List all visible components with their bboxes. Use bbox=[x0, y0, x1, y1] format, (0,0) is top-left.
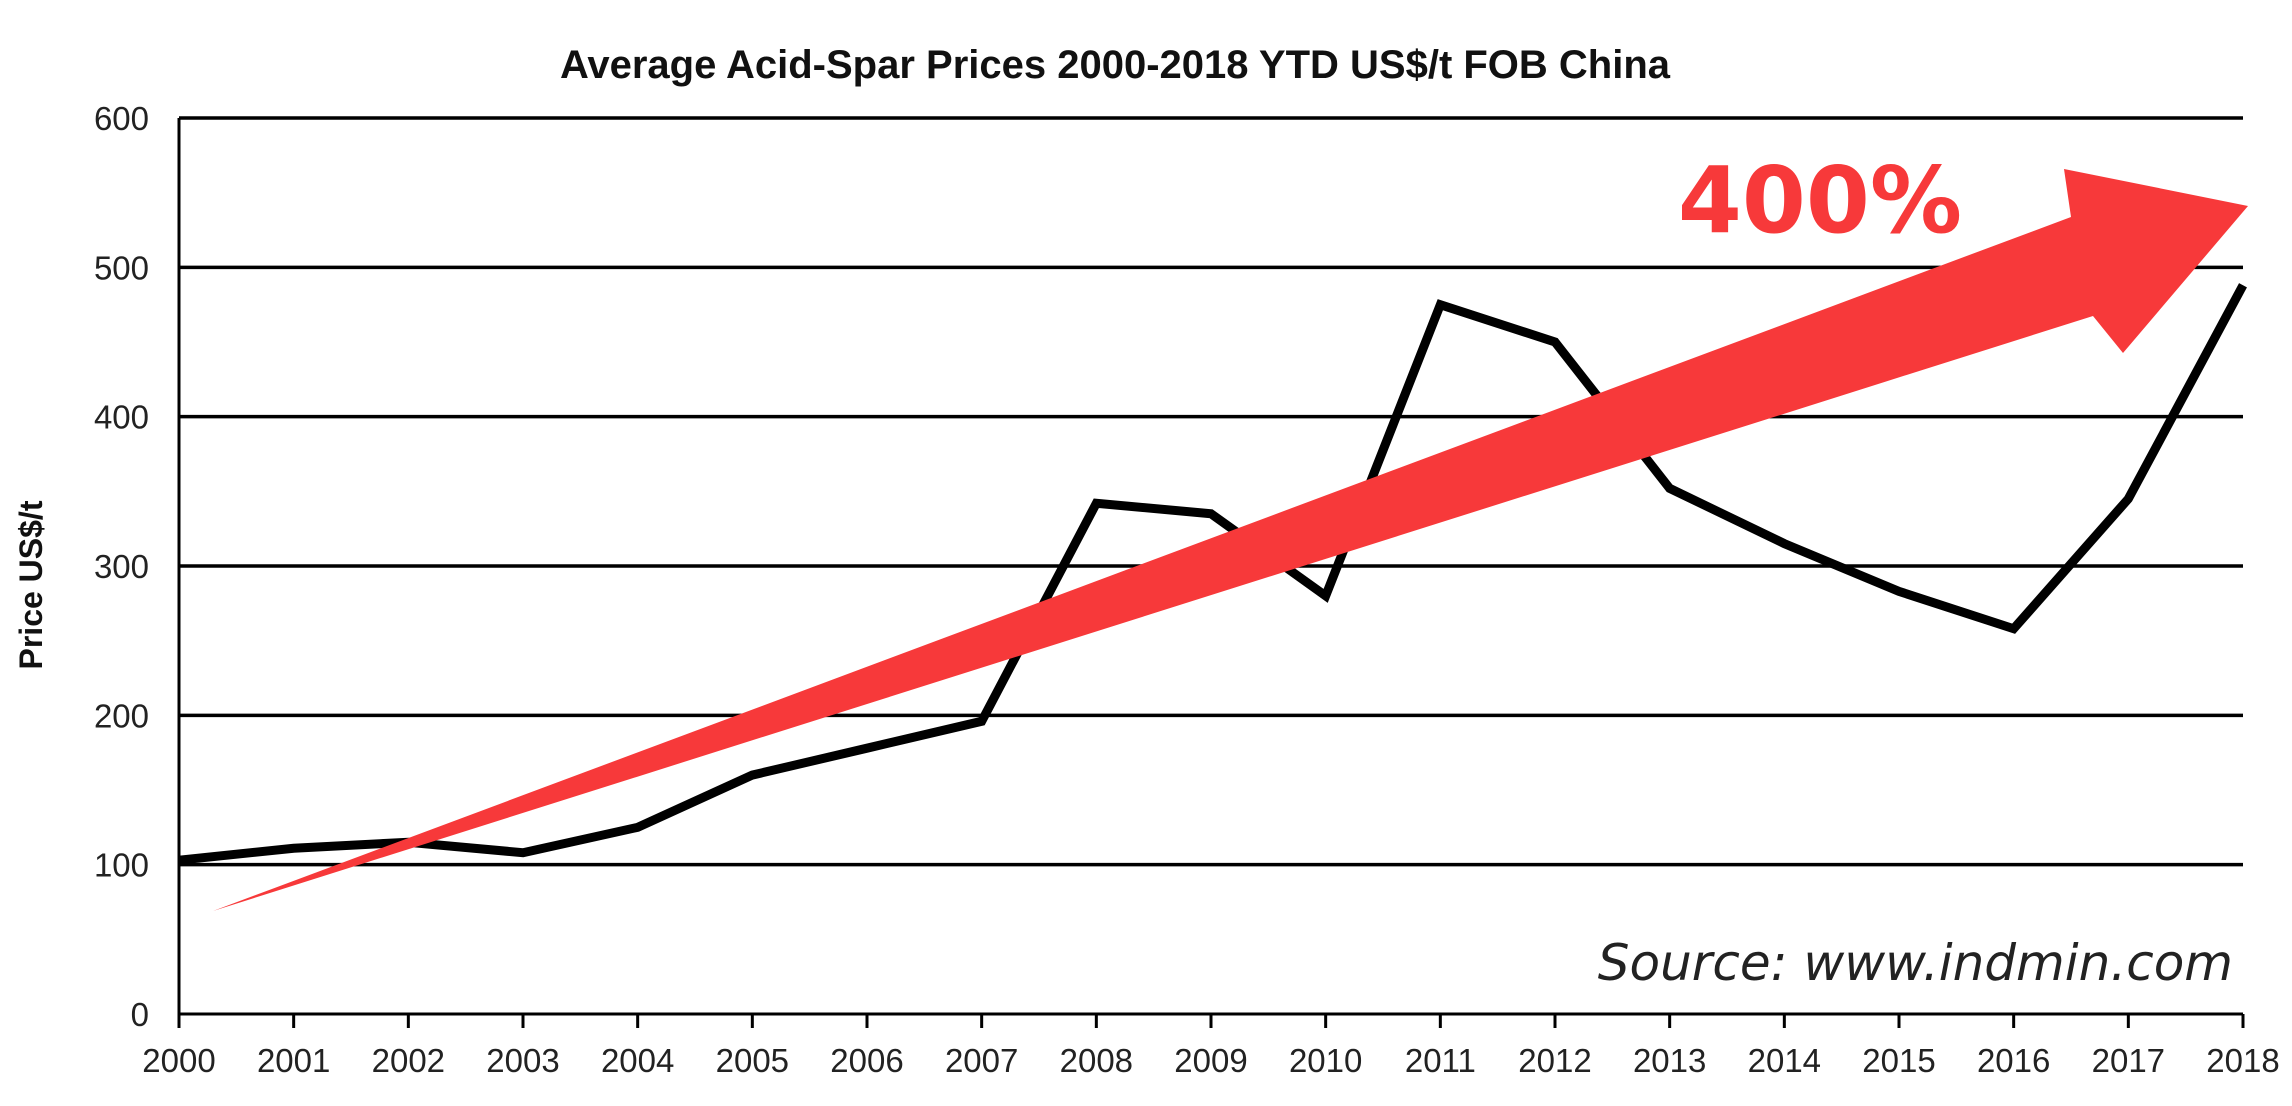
x-tick-label: 2007 bbox=[945, 1042, 1018, 1079]
y-tick-label: 500 bbox=[94, 249, 149, 286]
y-tick-label: 300 bbox=[94, 548, 149, 585]
x-tick-label: 2013 bbox=[1633, 1042, 1706, 1079]
y-tick-label: 0 bbox=[131, 996, 149, 1033]
x-tick-label: 2001 bbox=[257, 1042, 330, 1079]
x-tick-label: 2018 bbox=[2206, 1042, 2279, 1079]
y-tick-label: 400 bbox=[94, 399, 149, 436]
chart-title: Average Acid-Spar Prices 2000-2018 YTD U… bbox=[560, 43, 1671, 87]
y-axis: 0 100 200 300 400 500 600 bbox=[94, 100, 149, 1033]
x-tick-label: 2003 bbox=[486, 1042, 559, 1079]
y-axis-label: Price US$/t bbox=[13, 500, 49, 669]
x-tick-label: 2017 bbox=[2092, 1042, 2165, 1079]
grid bbox=[177, 116, 2243, 1016]
arrow-label: 400% bbox=[1678, 147, 1962, 254]
y-tick-label: 200 bbox=[94, 697, 149, 734]
y-tick-label: 100 bbox=[94, 847, 149, 884]
trend-arrow bbox=[213, 169, 2248, 911]
x-tick-label: 2012 bbox=[1518, 1042, 1591, 1079]
x-tick-label: 2016 bbox=[1977, 1042, 2050, 1079]
x-tick-label: 2006 bbox=[830, 1042, 903, 1079]
x-tick-label: 2015 bbox=[1862, 1042, 1935, 1079]
x-tick-label: 2002 bbox=[372, 1042, 445, 1079]
data-points bbox=[178, 285, 2244, 861]
x-tick-label: 2014 bbox=[1748, 1042, 1821, 1079]
y-tick-label: 600 bbox=[94, 100, 149, 137]
x-tick-label: 2010 bbox=[1289, 1042, 1362, 1079]
x-tick-label: 2000 bbox=[142, 1042, 215, 1079]
x-axis: 2000 2001 2002 2003 2004 2005 2006 2007 2008 2009… bbox=[142, 1014, 2280, 1079]
x-tick-label: 2011 bbox=[1405, 1042, 1476, 1079]
x-tick-label: 2004 bbox=[601, 1042, 674, 1079]
x-tick-label: 2009 bbox=[1174, 1042, 1247, 1079]
x-tick-label: 2005 bbox=[716, 1042, 789, 1079]
source-note: Source: www.indmin.com bbox=[1598, 934, 2233, 992]
x-tick-label: 2008 bbox=[1060, 1042, 1133, 1079]
